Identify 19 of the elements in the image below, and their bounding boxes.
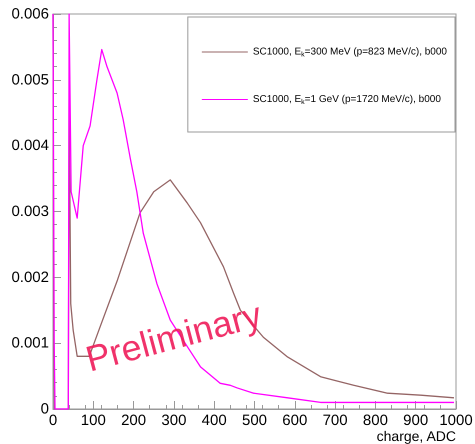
y-tick-label: 0 [40, 400, 49, 418]
x-tick-label: 200 [121, 412, 146, 429]
x-tick-label: 400 [202, 412, 227, 429]
y-tick-label: 0.004 [11, 137, 49, 154]
y-tick-label: 0.001 [11, 334, 49, 352]
x-tick-label: 300 [161, 412, 186, 429]
y-tick-label: 0.003 [11, 203, 49, 220]
y-tick-label: 0.002 [11, 268, 49, 286]
line-series [52, 13, 455, 410]
x-tick-label: 700 [322, 412, 348, 429]
y-tick-label: 0.006 [11, 6, 49, 22]
x-axis-title: charge, ADC [376, 428, 456, 444]
x-tick-label: 500 [242, 412, 268, 429]
x-tick-label: 600 [282, 412, 308, 429]
x-tick-label: 100 [80, 412, 106, 429]
x-tick-label: 900 [403, 412, 428, 429]
x-tick-label: 800 [362, 412, 388, 429]
x-tick-label: 1000 [439, 412, 473, 429]
y-tick-label: 0.005 [11, 71, 49, 88]
